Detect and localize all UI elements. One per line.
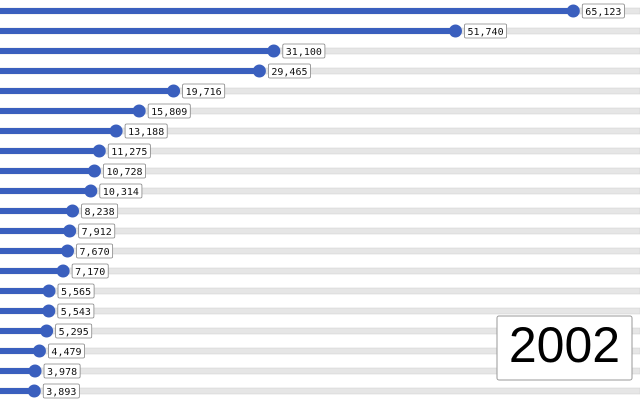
track bbox=[0, 67, 640, 75]
value-label-box bbox=[99, 183, 143, 199]
dot bbox=[87, 164, 101, 178]
value-label-box bbox=[282, 43, 326, 59]
value-label-box bbox=[57, 283, 95, 299]
value-label-box bbox=[103, 163, 146, 179]
value-label: 10,314 bbox=[103, 187, 139, 198]
dot bbox=[66, 204, 80, 218]
year-box bbox=[496, 315, 633, 381]
dot bbox=[28, 364, 42, 378]
value-label: 5,543 bbox=[61, 307, 91, 318]
year-label: 2002 bbox=[509, 317, 620, 373]
value-label: 10,728 bbox=[106, 167, 142, 178]
dot bbox=[109, 124, 123, 138]
value-label: 3,978 bbox=[47, 367, 77, 378]
track bbox=[0, 227, 640, 235]
dot bbox=[267, 44, 281, 58]
value-label-box bbox=[42, 383, 80, 399]
value-label-box bbox=[76, 243, 114, 259]
value-label-box bbox=[107, 143, 151, 159]
track bbox=[0, 387, 640, 395]
value-label: 7,912 bbox=[82, 227, 112, 238]
track bbox=[0, 207, 640, 215]
value-label-box bbox=[147, 103, 191, 119]
value-label: 51,740 bbox=[467, 27, 503, 38]
track bbox=[0, 327, 640, 335]
track bbox=[0, 347, 640, 355]
track bbox=[0, 307, 640, 315]
dot bbox=[40, 324, 54, 338]
track bbox=[0, 127, 640, 135]
value-label: 5,565 bbox=[61, 287, 91, 298]
value-label-box bbox=[464, 23, 508, 39]
plot-area: 65,123 51,740 31,100 29,465 19,716 15,809 13,1… bbox=[0, 3, 640, 399]
value-label-box bbox=[267, 63, 311, 79]
dot bbox=[84, 184, 98, 198]
value-label: 29,465 bbox=[271, 67, 307, 78]
value-label: 31,100 bbox=[286, 47, 322, 58]
dot bbox=[92, 144, 106, 158]
dot bbox=[167, 84, 181, 98]
value-label: 7,670 bbox=[80, 247, 110, 258]
value-label: 4,479 bbox=[51, 347, 81, 358]
value-label-box bbox=[78, 223, 116, 239]
value-label-box bbox=[57, 303, 95, 319]
value-label: 8,238 bbox=[85, 207, 115, 218]
dot bbox=[32, 344, 46, 358]
track bbox=[0, 267, 640, 275]
track bbox=[0, 247, 640, 255]
value-label-box bbox=[182, 83, 226, 99]
value-label-box bbox=[71, 263, 109, 279]
dot bbox=[56, 264, 70, 278]
track bbox=[0, 187, 640, 195]
dot bbox=[61, 244, 75, 258]
dot bbox=[448, 24, 462, 38]
value-label: 11,275 bbox=[111, 147, 147, 158]
value-label-box bbox=[124, 123, 168, 139]
value-label: 3,893 bbox=[46, 387, 76, 398]
value-label: 7,170 bbox=[75, 267, 105, 278]
value-label: 19,716 bbox=[186, 87, 222, 98]
value-label: 13,188 bbox=[128, 127, 164, 138]
value-label: 15,809 bbox=[151, 107, 187, 118]
track bbox=[0, 367, 640, 375]
dot bbox=[27, 384, 41, 398]
track bbox=[0, 287, 640, 295]
value-label-box bbox=[81, 203, 119, 219]
track bbox=[0, 167, 640, 175]
value-label: 65,123 bbox=[585, 7, 621, 18]
dot bbox=[42, 304, 56, 318]
track bbox=[0, 147, 640, 155]
dot bbox=[566, 4, 580, 18]
value-label-box bbox=[581, 3, 625, 19]
value-label-box bbox=[43, 363, 81, 379]
value-label-box bbox=[48, 343, 85, 359]
dot bbox=[132, 104, 146, 118]
track bbox=[0, 87, 640, 95]
dot bbox=[42, 284, 56, 298]
value-label: 5,295 bbox=[59, 327, 89, 338]
dot bbox=[252, 64, 266, 78]
value-label-box bbox=[55, 323, 93, 339]
dot bbox=[63, 224, 77, 238]
track bbox=[0, 107, 640, 115]
